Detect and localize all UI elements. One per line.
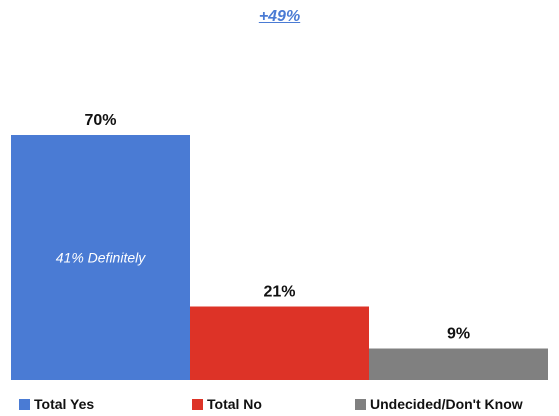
legend-swatch-total-yes: [19, 398, 30, 410]
inner-label-total-yes: 41% Definitely: [56, 250, 146, 266]
bar-total-no: [190, 306, 369, 380]
value-label-total-yes: 70%: [84, 112, 116, 129]
legend-label-total-yes: Total Yes: [34, 396, 95, 412]
legend-label-undecided: Undecided/Don't Know: [370, 396, 523, 412]
value-label-undecided-don-t-know: 9%: [447, 326, 470, 343]
value-label-total-no: 21%: [263, 284, 295, 301]
difference-annotation: +49%: [258, 8, 301, 25]
legend-label-total-no: Total No: [207, 396, 262, 412]
legend-item-total-no: Total No: [192, 396, 262, 412]
legend-swatch-total-no: [192, 398, 203, 410]
bar-chart: 70% 41% Definitely 21% 9%: [11, 112, 548, 380]
bar-undecided-don-t-know: [369, 348, 548, 380]
legend-swatch-undecided: [355, 398, 366, 410]
bar-total-yes: [11, 135, 190, 380]
legend-item-undecided: Undecided/Don't Know: [355, 396, 523, 412]
legend: Total Yes Total No Undecided/Don't Know: [0, 396, 559, 416]
legend-item-total-yes: Total Yes: [19, 396, 94, 412]
